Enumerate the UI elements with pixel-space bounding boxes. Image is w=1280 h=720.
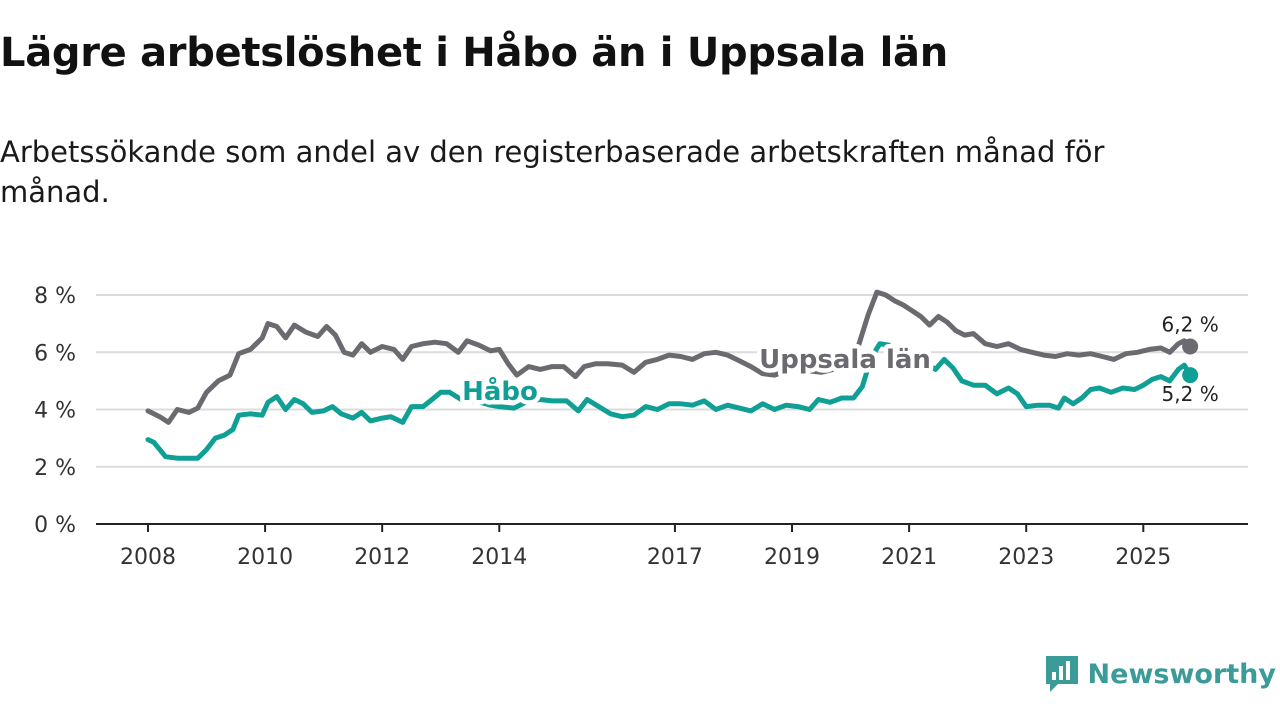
end-value-label: 6,2 %	[1162, 313, 1219, 337]
newsworthy-logo-icon	[1045, 656, 1078, 692]
chart-title: Lägre arbetslöshet i Håbo än i Uppsala l…	[0, 30, 948, 76]
y-tick-label: 4 %	[34, 399, 76, 424]
series-line-uppsala-lan	[145, 289, 1193, 425]
x-tick-label: 2025	[1115, 545, 1171, 570]
y-tick-label: 6 %	[34, 341, 76, 366]
x-tick-label: 2023	[998, 545, 1054, 570]
end-point-uppsala-lan	[1182, 338, 1199, 355]
y-tick-label: 8 %	[34, 284, 76, 309]
chart-subtitle: Arbetssökande som andel av den registerb…	[0, 135, 1105, 209]
y-tick-label: 2 %	[34, 456, 76, 481]
x-tick-label: 2010	[237, 545, 293, 570]
y-tick-label: 0 %	[34, 513, 76, 538]
x-tick-label: 2017	[647, 545, 703, 570]
newsworthy-brand: Newsworthy	[1044, 654, 1276, 694]
series-label-uppsala-lan: Uppsala län	[759, 345, 931, 375]
x-tick-label: 2019	[764, 545, 820, 570]
brand-name: Newsworthy	[1087, 658, 1276, 690]
end-value-label: 5,2 %	[1162, 382, 1219, 406]
x-tick-label: 2021	[881, 545, 937, 570]
end-point-habo	[1182, 367, 1199, 384]
series-line-habo	[145, 341, 1193, 461]
x-tick-label: 2008	[120, 545, 176, 570]
x-tick-label: 2012	[354, 545, 410, 570]
series-label-habo: Håbo	[462, 375, 538, 407]
x-tick-label: 2014	[471, 545, 527, 570]
